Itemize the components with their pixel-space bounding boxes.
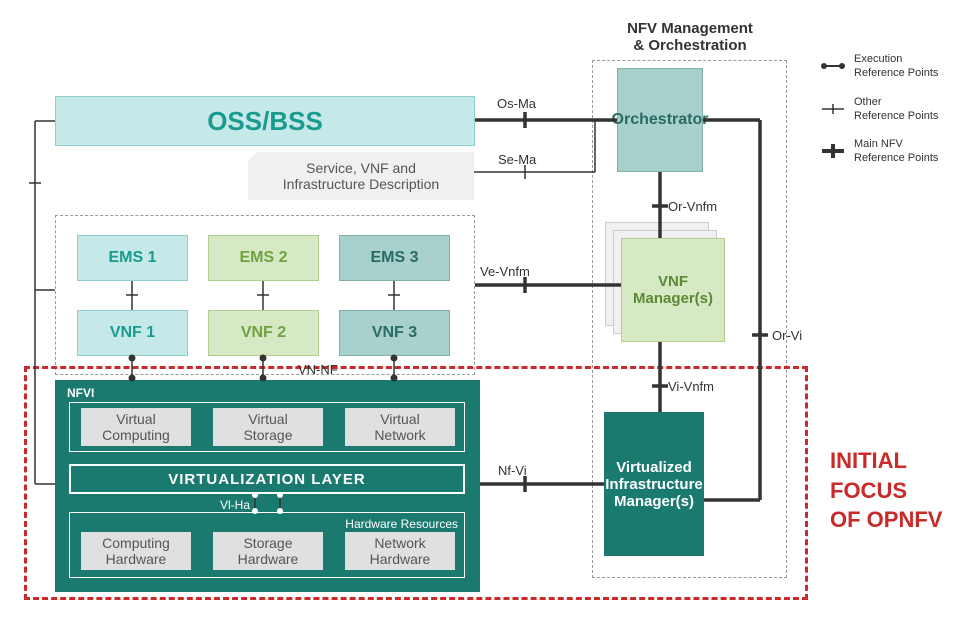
osma-label: Os-Ma — [497, 96, 536, 111]
focus-box — [24, 366, 808, 600]
legend-exec: Execution Reference Points — [820, 52, 960, 81]
vnfmgr-box: VNF Manager(s) — [621, 238, 725, 342]
ems3-box: EMS 3 — [339, 235, 450, 281]
orchestrator-box: Orchestrator — [617, 68, 703, 172]
mano-title: NFV Management & Orchestration — [600, 20, 780, 54]
legend: Execution Reference Points Other Referen… — [820, 52, 960, 180]
legend-main: Main NFV Reference Points — [820, 137, 960, 166]
vnnf-label: VN-NF — [298, 362, 338, 377]
vnf2-box: VNF 2 — [208, 310, 319, 356]
service-desc-box: Service, VNF and Infrastructure Descript… — [248, 152, 474, 200]
ems2-box: EMS 2 — [208, 235, 319, 281]
vivnfm-label: Vi-Vnfm — [668, 379, 714, 394]
ems1-box: EMS 1 — [77, 235, 188, 281]
orvi-label: Or-Vi — [772, 328, 802, 343]
sema-label: Se-Ma — [498, 152, 536, 167]
vnf1-box: VNF 1 — [77, 310, 188, 356]
ossbss-box: OSS/BSS — [55, 96, 475, 146]
vnf3-box: VNF 3 — [339, 310, 450, 356]
vevnfm-label: Ve-Vnfm — [480, 264, 530, 279]
legend-other: Other Reference Points — [820, 95, 960, 124]
vnfmgr-stack: VNF Manager(s) — [605, 222, 725, 344]
nfvi-label: Nf-Vi — [498, 463, 527, 478]
orvnfm-label: Or-Vnfm — [668, 199, 717, 214]
focus-text: INITIAL FOCUS OF OPNFV — [830, 446, 942, 535]
